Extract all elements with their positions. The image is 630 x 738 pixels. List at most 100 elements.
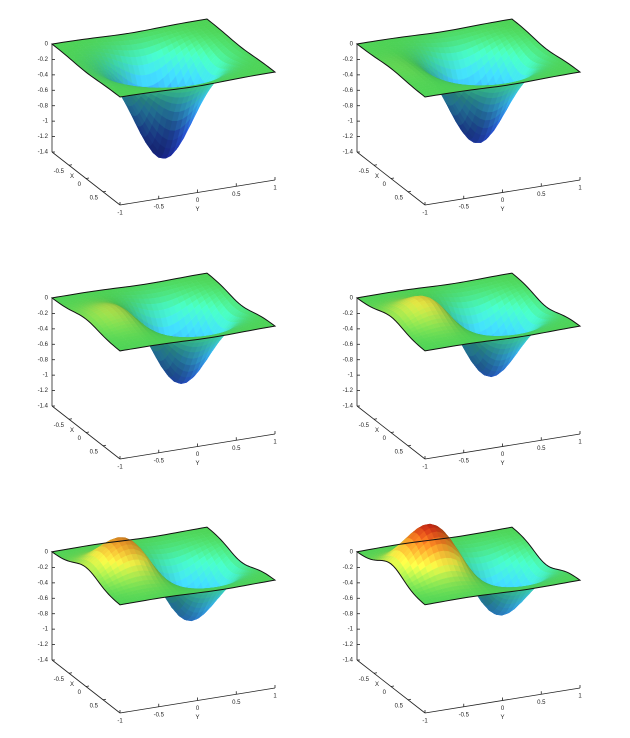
x-tick-label: 0 [78,182,82,188]
y-tick-label: 0 [501,198,505,204]
x-axis-label: X [375,174,379,180]
z-tick-label: -0.6 [343,596,354,602]
z-tick-label: -1 [43,627,49,633]
y-tick-label: 0 [196,706,200,712]
y-tick-label: 0 [196,198,200,204]
z-tick-label: -0.4 [38,326,49,332]
z-tick-label: -0.2 [38,565,49,571]
y-tick-label: 1 [578,694,582,700]
z-tick-label: -1.2 [343,388,354,394]
y-axis-label: Y [195,207,199,213]
x-tick-label: 0.5 [395,449,404,455]
z-tick-label: -0.2 [38,311,49,317]
y-axis-label: Y [500,715,504,721]
y-tick-label: -0.5 [154,204,165,210]
y-tick-label: 0 [196,452,200,458]
z-tick-label: -1.2 [38,134,49,140]
y-tick-label: -0.5 [459,204,470,210]
x-tick [373,164,378,166]
z-tick-label: -0.8 [343,611,354,617]
z-tick-label: -0.6 [38,342,49,348]
x-tick-label: 0.5 [395,703,404,709]
y-axis-label: Y [195,461,199,467]
z-tick-label: -0.4 [343,326,354,332]
y-tick-label: 0.5 [537,192,546,198]
z-tick-label: -1.4 [343,150,354,156]
y-tick-label: -1 [422,719,428,725]
x-axis-label: X [70,682,74,688]
x-tick [102,444,107,447]
z-tick-label: -0.6 [38,88,49,94]
x-tick [85,685,90,687]
x-tick-label: -0.5 [54,677,65,683]
z-tick-label: -1 [43,373,49,379]
z-tick-label: -0.8 [38,611,49,617]
z-tick-label: -0.8 [38,103,49,109]
y-tick-label: -0.5 [459,458,470,464]
x-tick [68,672,73,674]
x-tick-label: 0.5 [90,195,99,201]
z-tick-label: -1 [348,119,354,125]
z-tick-label: -1.4 [343,404,354,410]
x-tick [373,672,378,674]
z-tick-label: -0.6 [38,596,49,602]
z-tick-label: -0.6 [343,88,354,94]
y-tick-label: -0.5 [154,712,165,718]
z-tick-label: -1.2 [343,642,354,648]
x-tick-label: -0.5 [359,677,370,683]
y-tick-label: 0 [501,452,505,458]
x-axis-label: X [70,428,74,434]
z-tick-label: -1.2 [343,134,354,140]
y-tick-label: -1 [422,211,428,217]
x-tick [407,698,412,701]
y-tick-label: -1 [117,719,123,725]
z-tick-label: 0 [45,42,49,48]
x-tick [85,431,90,433]
z-tick-label: -0.4 [38,580,49,586]
z-tick-label: -1.4 [38,658,49,664]
z-tick-label: -1 [348,627,354,633]
y-tick-label: 1 [578,186,582,192]
y-tick-label: -0.5 [154,458,165,464]
z-tick-label: -0.2 [38,57,49,63]
y-axis-label: Y [195,715,199,721]
z-tick-label: -0.8 [343,357,354,363]
z-tick-label: 0 [350,296,354,302]
x-tick-label: 0 [383,690,387,696]
x-tick [390,431,395,433]
z-tick-label: -0.8 [343,103,354,109]
x-tick-label: 0.5 [90,449,99,455]
z-tick-label: -1 [348,373,354,379]
y-axis-label: Y [500,461,504,467]
x-axis-label: X [375,682,379,688]
x-tick [407,190,412,193]
y-tick-label: 1 [273,694,277,700]
x-tick [407,444,412,447]
z-tick-label: 0 [350,550,354,556]
z-tick-label: -1.4 [38,404,49,410]
x-tick [102,190,107,193]
x-tick [373,418,378,420]
y-tick-label: -0.5 [459,712,470,718]
y-tick-label: 0.5 [537,700,546,706]
z-tick-label: 0 [45,550,49,556]
x-tick-label: -0.5 [359,169,370,175]
x-tick-label: 0.5 [395,195,404,201]
x-tick [390,685,395,687]
z-tick-label: -1.2 [38,642,49,648]
x-tick [102,698,107,701]
z-tick-label: -0.2 [343,565,354,571]
z-tick-label: -0.2 [343,57,354,63]
x-tick [85,177,90,179]
z-tick-label: -1.2 [38,388,49,394]
y-tick-label: 0.5 [232,446,241,452]
x-tick-label: -0.5 [359,423,370,429]
y-tick-label: -1 [117,211,123,217]
y-tick-label: 0.5 [232,700,241,706]
x-tick-label: -0.5 [54,169,65,175]
x-tick-label: 0 [383,182,387,188]
x-tick-label: -0.5 [54,423,65,429]
y-axis-label: Y [500,207,504,213]
x-tick-label: 0.5 [90,703,99,709]
